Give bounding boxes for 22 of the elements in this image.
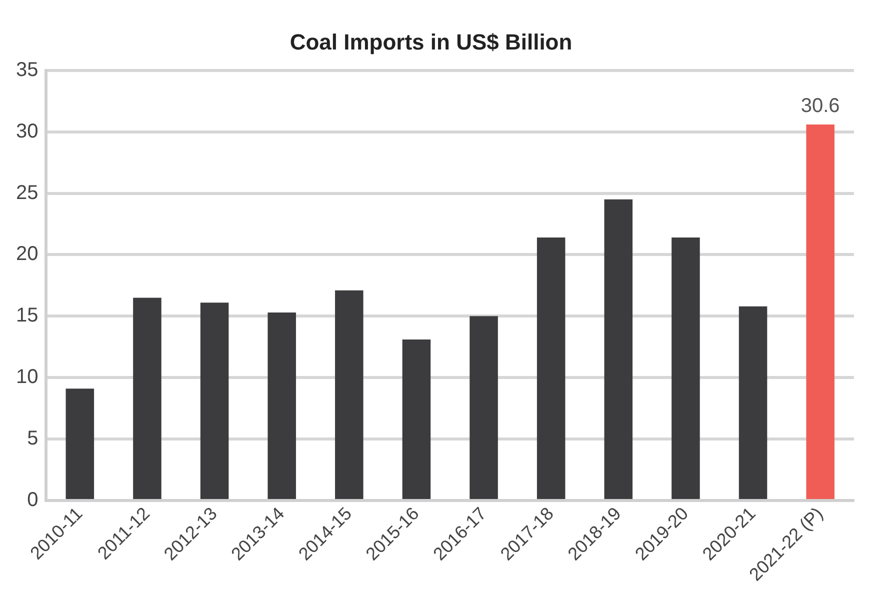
bar [66,388,94,500]
bar [604,199,633,500]
bar [133,298,162,500]
y-tick-label: 10 [16,366,38,388]
bar [536,238,566,500]
y-tick-label: 30 [16,120,38,142]
bar [738,306,768,500]
bar [402,340,431,500]
y-tick-label: 5 [27,428,38,450]
chart-title: Coal Imports in US$ Billion [290,29,572,54]
y-tick-label: 15 [16,304,38,327]
y-tick-label: 20 [16,243,38,266]
bar [268,312,296,500]
data-label: 30.6 [800,94,840,117]
y-tick-label: 35 [16,58,38,81]
y-tick-label: 25 [16,182,38,204]
bar [672,238,700,500]
y-tick-label: 0 [27,489,38,512]
bar [806,124,834,500]
bar [200,302,229,500]
bar [470,316,498,500]
bar [335,290,364,500]
